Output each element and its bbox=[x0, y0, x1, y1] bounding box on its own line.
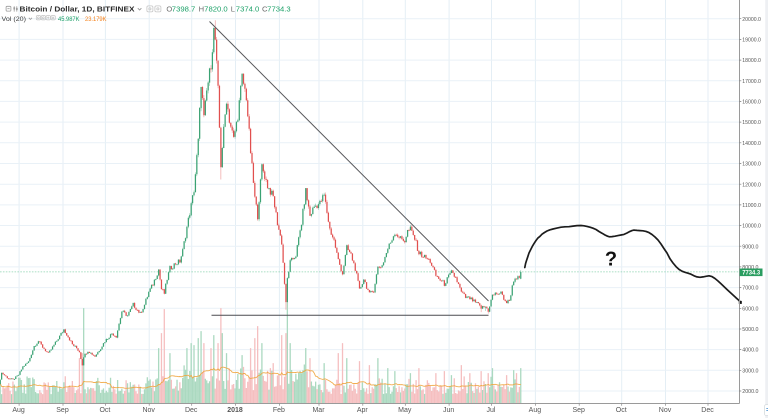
svg-text:20000.0: 20000.0 bbox=[742, 17, 761, 23]
svg-text:7734.3: 7734.3 bbox=[742, 269, 761, 276]
svg-text:?: ? bbox=[605, 249, 617, 271]
svg-text:C: C bbox=[262, 4, 268, 13]
svg-text:Jul: Jul bbox=[487, 407, 496, 414]
svg-text:3000.0: 3000.0 bbox=[742, 368, 758, 374]
svg-text:17000.0: 17000.0 bbox=[742, 79, 761, 85]
svg-text:O: O bbox=[166, 4, 172, 13]
svg-text:Oct: Oct bbox=[616, 407, 627, 414]
svg-text:Feb: Feb bbox=[273, 407, 285, 414]
svg-text:Jun: Jun bbox=[443, 407, 454, 414]
svg-text:7820.0: 7820.0 bbox=[204, 4, 228, 13]
svg-text:7398.7: 7398.7 bbox=[172, 4, 196, 13]
svg-text:9000.0: 9000.0 bbox=[742, 244, 758, 250]
svg-text:18000.0: 18000.0 bbox=[742, 58, 761, 64]
svg-text:45.987K: 45.987K bbox=[58, 16, 80, 23]
svg-text:23.179K: 23.179K bbox=[85, 16, 107, 23]
svg-text:5000.0: 5000.0 bbox=[742, 327, 758, 333]
svg-text:H: H bbox=[199, 4, 204, 13]
svg-text:Nov: Nov bbox=[142, 407, 155, 414]
svg-text:16000.0: 16000.0 bbox=[742, 100, 761, 106]
svg-text:4000.0: 4000.0 bbox=[742, 348, 758, 354]
svg-text:Nov: Nov bbox=[659, 407, 672, 414]
svg-text:13000.0: 13000.0 bbox=[742, 162, 761, 168]
svg-text:2000.0: 2000.0 bbox=[742, 389, 758, 395]
svg-text:Vol (20): Vol (20) bbox=[2, 16, 26, 23]
svg-text:15000.0: 15000.0 bbox=[742, 120, 761, 126]
svg-text:7000.0: 7000.0 bbox=[742, 286, 758, 292]
svg-text:Sep: Sep bbox=[572, 407, 585, 414]
svg-text:2018: 2018 bbox=[227, 407, 243, 414]
svg-text:10000.0: 10000.0 bbox=[742, 224, 761, 230]
svg-text:7374.0: 7374.0 bbox=[236, 4, 259, 13]
svg-text:12000.0: 12000.0 bbox=[742, 182, 761, 188]
svg-text:6000.0: 6000.0 bbox=[742, 306, 758, 312]
svg-text:Oct: Oct bbox=[99, 407, 110, 414]
svg-text:Aug: Aug bbox=[12, 407, 25, 414]
svg-text:L: L bbox=[231, 4, 235, 13]
svg-text:Aug: Aug bbox=[529, 407, 542, 414]
svg-text:Apr: Apr bbox=[357, 407, 369, 414]
svg-text:11000.0: 11000.0 bbox=[742, 203, 761, 209]
svg-text:May: May bbox=[398, 407, 412, 414]
svg-text:Sep: Sep bbox=[56, 407, 69, 414]
svg-text:Bitcoin / Dollar, 1D, BITFINEX: Bitcoin / Dollar, 1D, BITFINEX bbox=[20, 4, 135, 13]
svg-text:8000.0: 8000.0 bbox=[742, 265, 758, 271]
svg-text:19000.0: 19000.0 bbox=[742, 38, 761, 44]
svg-text:14000.0: 14000.0 bbox=[742, 141, 761, 147]
svg-text:Dec: Dec bbox=[701, 407, 714, 414]
svg-text:7734.3: 7734.3 bbox=[267, 4, 291, 13]
svg-text:Mar: Mar bbox=[312, 407, 325, 414]
svg-text:Dec: Dec bbox=[185, 407, 198, 414]
